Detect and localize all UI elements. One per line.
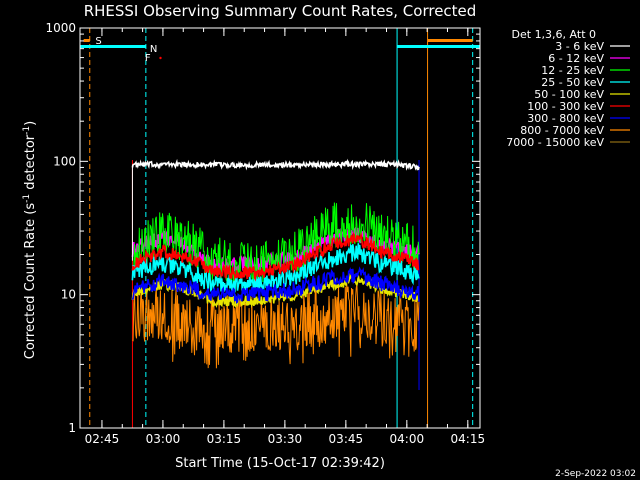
flag-label: N xyxy=(150,44,157,55)
x-tick-label: 03:15 xyxy=(207,432,242,446)
flag-bar-night xyxy=(80,45,146,48)
x-tick-label: 04:00 xyxy=(390,432,425,446)
x-tick-label: 03:45 xyxy=(329,432,364,446)
flag-label: F xyxy=(145,53,151,64)
axis-ticks: 02:45 03:00 03:15 03:30 03:45 04:00 04:15 1 10 10… xyxy=(45,21,485,446)
x-tick-label: 03:00 xyxy=(146,432,181,446)
y-tick-label: 100 xyxy=(53,154,76,168)
y-tick-label: 1000 xyxy=(45,21,76,35)
legend-entry-label: 6 - 12 keV xyxy=(548,52,604,65)
flag-bar-saa xyxy=(427,39,473,42)
flag-bars: S NF xyxy=(80,36,480,64)
series-layer xyxy=(131,158,420,369)
legend-entry-label: 50 - 100 keV xyxy=(534,88,604,101)
series-line-3 xyxy=(131,243,420,294)
flag-dot xyxy=(159,56,162,60)
series-line-2 xyxy=(131,202,420,288)
y-tick-label: 10 xyxy=(61,288,76,302)
footer-date: 2-Sep-2022 03:02 xyxy=(555,469,636,479)
y-axis-label: Corrected Count Rate (s-1 detector-1) xyxy=(22,121,38,359)
chart-title: RHESSI Observing Summary Count Rates, Co… xyxy=(84,2,477,20)
legend-entry-label: 7000 - 15000 keV xyxy=(506,136,604,149)
legend-title: Det 1,3,6, Att 0 xyxy=(512,28,596,41)
legend-entry-label: 12 - 25 keV xyxy=(541,64,604,77)
series-line-5 xyxy=(131,231,420,282)
y-tick-label: 1 xyxy=(68,421,76,435)
legend-entry-label: 3 - 6 keV xyxy=(555,40,604,53)
x-tick-label: 03:30 xyxy=(268,432,303,446)
series-line-6 xyxy=(131,266,420,305)
series-line-0 xyxy=(131,158,420,172)
x-tick-label: 04:15 xyxy=(451,432,486,446)
series-line-7 xyxy=(132,283,420,369)
plot-frame xyxy=(79,27,481,429)
x-tick-label: 02:45 xyxy=(85,432,120,446)
legend-entry-label: 100 - 300 keV xyxy=(527,100,604,113)
legend-entry-label: 800 - 7000 keV xyxy=(520,124,604,137)
legend-entry-label: 25 - 50 keV xyxy=(541,76,604,89)
x-axis-label: Start Time (15-Oct-17 02:39:42) xyxy=(175,456,385,471)
flag-label: S xyxy=(95,36,101,47)
flag-bar-saa xyxy=(83,39,90,42)
flag-bar-night xyxy=(397,45,480,48)
legend-entry-label: 300 - 800 keV xyxy=(527,112,604,125)
